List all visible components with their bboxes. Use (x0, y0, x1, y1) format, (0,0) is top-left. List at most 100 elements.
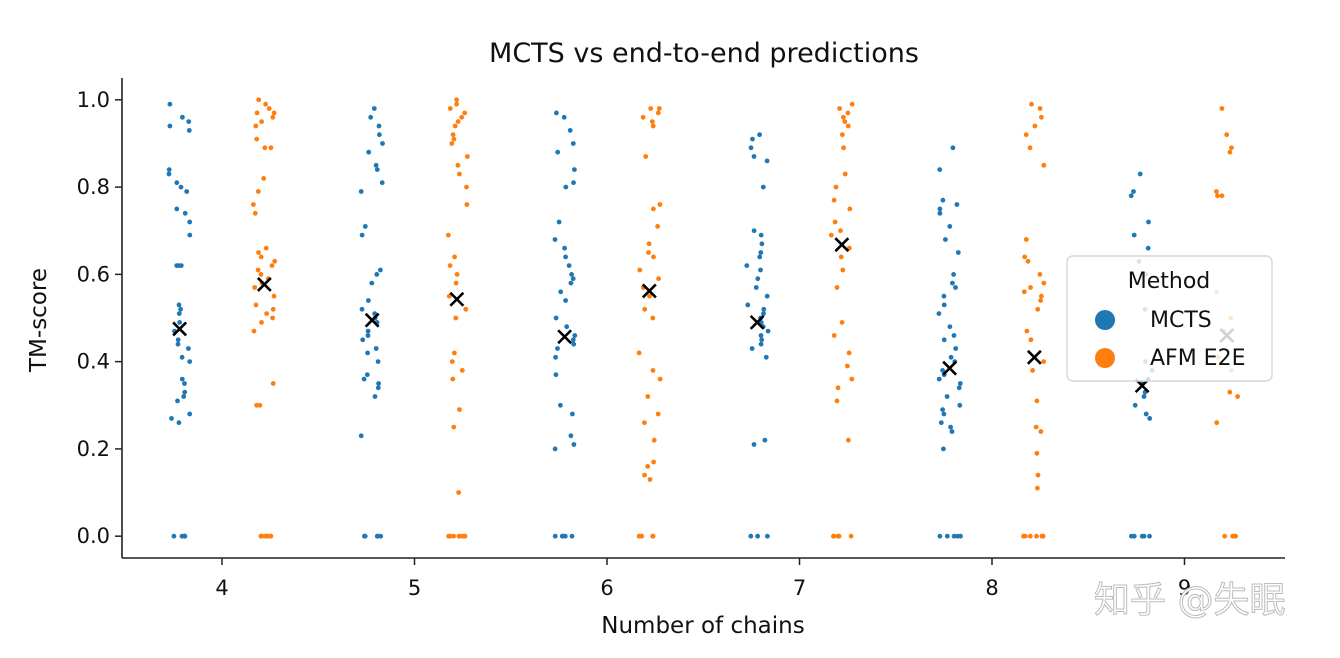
point-afm-e2e (657, 202, 663, 207)
point-afm-e2e (648, 106, 654, 111)
point-mcts (1139, 533, 1145, 539)
point-mcts (570, 141, 576, 146)
point-afm-e2e (451, 136, 457, 142)
point-afm-e2e (252, 285, 258, 290)
point-afm-e2e (1021, 289, 1027, 295)
point-mcts (755, 276, 761, 282)
point-afm-e2e (828, 232, 834, 238)
point-afm-e2e (1035, 306, 1041, 312)
point-mcts (552, 237, 558, 242)
point-mcts (562, 245, 567, 251)
point-mcts (953, 346, 959, 351)
point-afm-e2e (656, 276, 661, 282)
point-mcts (362, 224, 368, 229)
point-afm-e2e (1030, 368, 1035, 373)
point-mcts (362, 533, 368, 539)
point-afm-e2e (1037, 106, 1043, 111)
point-mcts (176, 263, 182, 268)
point-afm-e2e (649, 119, 655, 124)
point-mcts (947, 224, 953, 229)
point-mcts (166, 167, 172, 173)
point-afm-e2e (451, 533, 457, 539)
point-afm-e2e (657, 376, 663, 382)
point-mcts (554, 110, 559, 116)
point-afm-e2e (636, 533, 642, 539)
point-mcts (378, 533, 384, 539)
point-mcts (944, 533, 950, 539)
legend: Method MCTS AFM E2E (1066, 255, 1273, 382)
mean-marker-mcts (557, 329, 573, 345)
point-afm-e2e (655, 411, 661, 417)
point-afm-e2e (650, 533, 656, 539)
point-mcts (1137, 171, 1143, 177)
point-afm-e2e (835, 533, 841, 539)
point-afm-e2e (455, 162, 461, 168)
point-mcts (564, 324, 570, 330)
point-mcts (187, 411, 193, 417)
point-mcts (169, 416, 174, 421)
point-afm-e2e (259, 533, 265, 539)
x-tick-label: 4 (215, 576, 228, 600)
point-mcts (365, 350, 370, 356)
point-mcts (957, 402, 963, 408)
point-afm-e2e (268, 533, 273, 539)
point-afm-e2e (254, 110, 260, 116)
point-afm-e2e (834, 285, 840, 290)
point-afm-e2e (1040, 533, 1046, 539)
point-mcts (553, 315, 559, 321)
point-mcts (184, 189, 190, 194)
point-mcts (955, 533, 960, 539)
point-afm-e2e (1027, 533, 1033, 539)
x-tick-label: 8 (985, 576, 998, 600)
point-afm-e2e (447, 533, 453, 539)
point-mcts (174, 206, 180, 212)
point-afm-e2e (651, 254, 656, 260)
point-mcts (572, 333, 578, 338)
point-mcts (361, 376, 367, 382)
point-afm-e2e (258, 272, 264, 277)
point-mcts (186, 127, 192, 133)
mean-marker-mcts (942, 360, 958, 376)
point-mcts (175, 398, 180, 404)
legend-title: Method (1128, 269, 1211, 294)
point-mcts (948, 354, 954, 360)
point-mcts (755, 533, 760, 539)
point-mcts (567, 127, 573, 133)
point-mcts (558, 402, 563, 408)
point-afm-e2e (270, 381, 276, 386)
x-axis-title: Number of chains (601, 613, 804, 639)
point-afm-e2e (1227, 149, 1233, 155)
point-mcts (761, 306, 767, 312)
point-afm-e2e (647, 477, 653, 482)
point-mcts (757, 254, 763, 260)
point-afm-e2e (459, 114, 465, 120)
point-mcts (368, 114, 374, 120)
legend-label-afm-e2e: AFM E2E (1150, 346, 1245, 371)
point-afm-e2e (1214, 189, 1219, 194)
point-mcts (759, 241, 765, 247)
point-afm-e2e (838, 228, 843, 234)
point-afm-e2e (1023, 237, 1029, 242)
point-mcts (369, 280, 375, 286)
point-mcts (758, 250, 764, 255)
point-mcts (748, 145, 754, 151)
point-afm-e2e (831, 197, 837, 203)
point-mcts (1132, 402, 1138, 408)
x-tick-label: 6 (600, 576, 613, 600)
point-mcts (552, 533, 558, 539)
mean-marker-mcts (172, 321, 188, 337)
point-mcts (1147, 533, 1152, 539)
point-mcts (1146, 219, 1151, 225)
point-afm-e2e (1023, 132, 1029, 138)
point-afm-e2e (849, 376, 855, 382)
axes: 0.0 0.2 0.4 0.6 0.8 1.0 4 5 6 7 8 9 (77, 78, 1285, 600)
y-tick-label: 0.0 (77, 524, 110, 548)
point-mcts (377, 132, 382, 138)
point-mcts (375, 359, 381, 364)
point-mcts (949, 429, 955, 434)
point-mcts (178, 184, 184, 190)
point-afm-e2e (1039, 114, 1044, 120)
point-mcts (372, 394, 378, 399)
point-mcts (365, 333, 371, 338)
point-mcts (376, 123, 382, 129)
